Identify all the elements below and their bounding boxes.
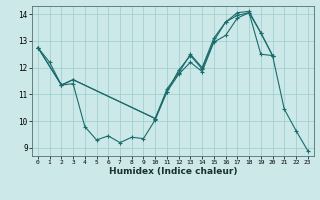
X-axis label: Humidex (Indice chaleur): Humidex (Indice chaleur) xyxy=(108,167,237,176)
